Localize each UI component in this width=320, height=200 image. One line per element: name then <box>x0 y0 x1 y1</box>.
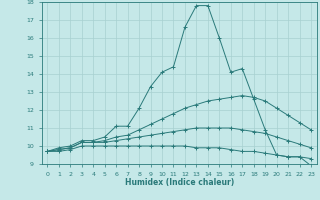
X-axis label: Humidex (Indice chaleur): Humidex (Indice chaleur) <box>124 178 234 187</box>
